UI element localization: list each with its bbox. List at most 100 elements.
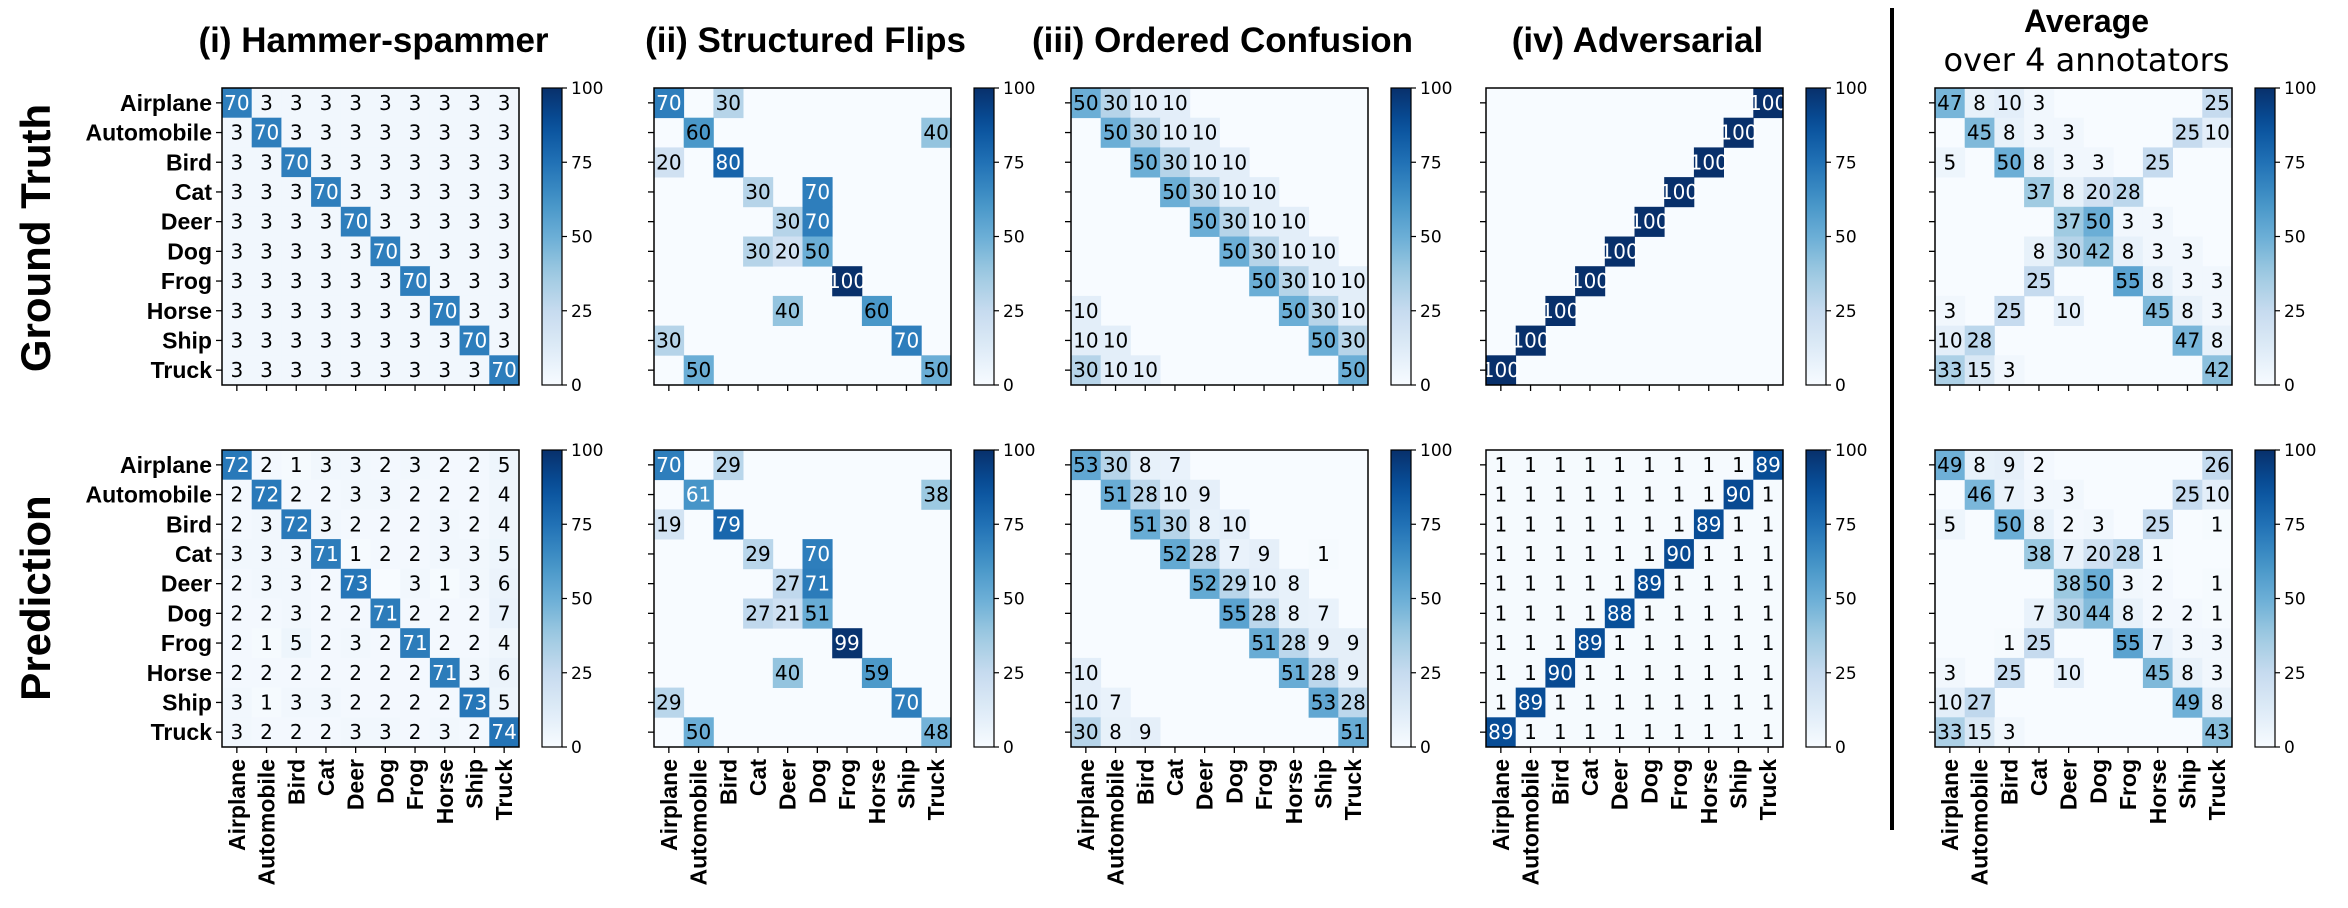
heatmap-cell xyxy=(281,325,312,356)
heatmap-cell xyxy=(429,509,460,540)
heatmap-cell xyxy=(459,657,490,688)
cell-value-label: 80 xyxy=(716,150,741,174)
cell-value-label: 1 xyxy=(260,631,273,655)
cell-value-label: 2 xyxy=(349,601,362,625)
heatmap-cell xyxy=(683,717,714,748)
heatmap-cell xyxy=(429,325,460,356)
heatmap-cell xyxy=(1308,598,1339,629)
heatmap-frame xyxy=(1070,87,1369,386)
cell-value-label: 25 xyxy=(1997,661,2022,685)
heatmap-cell xyxy=(1935,88,1966,119)
heatmap-cell xyxy=(1071,88,1102,119)
cell-value-label: 3 xyxy=(349,358,362,382)
heatmap-cell xyxy=(1634,568,1665,599)
cell-value-label: 3 xyxy=(409,180,422,204)
cell-value-label: 1 xyxy=(1762,661,1775,685)
heatmap-cell xyxy=(2024,236,2055,267)
cell-value-label: 27 xyxy=(745,601,770,625)
cell-value-label: 3 xyxy=(498,180,511,204)
heatmap-cell xyxy=(400,450,431,481)
heatmap-cell xyxy=(459,717,490,748)
cell-value-label: 5 xyxy=(290,631,303,655)
heatmap-cell xyxy=(1545,628,1576,659)
heatmap-cell xyxy=(1994,450,2025,481)
cell-value-label: 71 xyxy=(402,631,427,655)
cell-value-label: 10 xyxy=(1222,150,1247,174)
heatmap-cell xyxy=(1634,598,1665,629)
cell-value-label: 100 xyxy=(1601,239,1639,263)
cell-value-label: 1 xyxy=(1673,483,1686,507)
cell-value-label: 70 xyxy=(491,358,516,382)
heatmap-cell xyxy=(311,177,342,208)
cell-value-label: 1 xyxy=(1494,572,1507,596)
cell-value-label: 7 xyxy=(1169,453,1182,477)
heatmap-cell xyxy=(281,539,312,570)
heatmap-cell xyxy=(400,236,431,267)
cell-value-label: 8 xyxy=(1139,453,1152,477)
cell-value-label: 100 xyxy=(1660,180,1698,204)
cell-value-label: 7 xyxy=(2151,631,2164,655)
cell-value-label: 3 xyxy=(2062,483,2075,507)
cell-value-label: 3 xyxy=(349,453,362,477)
heatmap-cell xyxy=(222,147,253,178)
cell-value-label: 50 xyxy=(1162,180,1187,204)
heatmap-cell xyxy=(683,355,714,386)
cell-value-label: 1 xyxy=(1762,483,1775,507)
heatmap-cell xyxy=(832,266,863,297)
cell-value-label: 1 xyxy=(1643,661,1656,685)
cell-value-label: 1 xyxy=(1732,661,1745,685)
heatmap-cell xyxy=(2083,206,2114,237)
cell-value-label: 3 xyxy=(379,269,392,293)
colorbar-tick-label: 50 xyxy=(571,590,593,610)
heatmap-cell xyxy=(311,450,342,481)
heatmap-cell xyxy=(2083,236,2114,267)
cell-value-label: 8 xyxy=(2033,150,2046,174)
cell-value-label: 28 xyxy=(1251,601,1276,625)
cell-value-label: 100 xyxy=(1541,299,1579,323)
cell-value-label: 3 xyxy=(379,299,392,323)
cell-value-label: 3 xyxy=(230,180,243,204)
cell-value-label: 50 xyxy=(1281,299,1306,323)
cell-value-label: 25 xyxy=(1997,299,2022,323)
cell-value-label: 28 xyxy=(1340,690,1365,714)
x-tick-label-dog: Dog xyxy=(2085,759,2111,804)
heatmap-cell xyxy=(1575,479,1606,510)
x-tick-label-dog: Dog xyxy=(1636,759,1662,804)
x-tick-label-bird: Bird xyxy=(1996,759,2022,805)
cell-value-label: 3 xyxy=(260,299,273,323)
cell-value-label: 70 xyxy=(656,91,681,115)
heatmap-cell xyxy=(1575,598,1606,629)
heatmap-cell xyxy=(459,266,490,297)
colorbar-tick-label: 50 xyxy=(1420,228,1442,248)
cell-value-label: 2 xyxy=(2151,572,2164,596)
cell-value-label: 3 xyxy=(349,631,362,655)
colorbar-tick-label: 0 xyxy=(571,376,582,396)
cell-value-label: 1 xyxy=(1554,483,1567,507)
heatmap-cell xyxy=(1071,295,1102,326)
heatmap-cell xyxy=(2172,236,2203,267)
cell-value-label: 74 xyxy=(491,720,516,744)
colorbar xyxy=(1390,87,1412,386)
cell-value-label: 3 xyxy=(349,328,362,352)
cell-value-label: 45 xyxy=(1967,121,1992,145)
colorbar-tick-label: 100 xyxy=(1835,79,1867,99)
cell-value-label: 3 xyxy=(290,601,303,625)
heatmap-cell xyxy=(489,355,520,386)
cell-value-label: 8 xyxy=(2122,601,2135,625)
heatmap-cell xyxy=(1100,479,1131,510)
colorbar-tick-label: 50 xyxy=(2284,590,2306,610)
heatmap-cell xyxy=(1994,88,2025,119)
heatmap-cell xyxy=(713,509,744,540)
cell-value-label: 2 xyxy=(438,483,451,507)
cell-value-label: 1 xyxy=(2211,572,2224,596)
heatmap-cell xyxy=(429,687,460,718)
heatmap-cell xyxy=(1545,657,1576,688)
heatmap-cell xyxy=(400,177,431,208)
cell-value-label: 8 xyxy=(1198,512,1211,536)
cell-value-label: 20 xyxy=(2086,180,2111,204)
colorbar-tick-label: 25 xyxy=(1835,302,1857,322)
colorbar-tick-label: 75 xyxy=(1420,515,1442,535)
cell-value-label: 3 xyxy=(1943,299,1956,323)
cell-value-label: 73 xyxy=(462,690,487,714)
cell-value-label: 7 xyxy=(2003,483,2016,507)
